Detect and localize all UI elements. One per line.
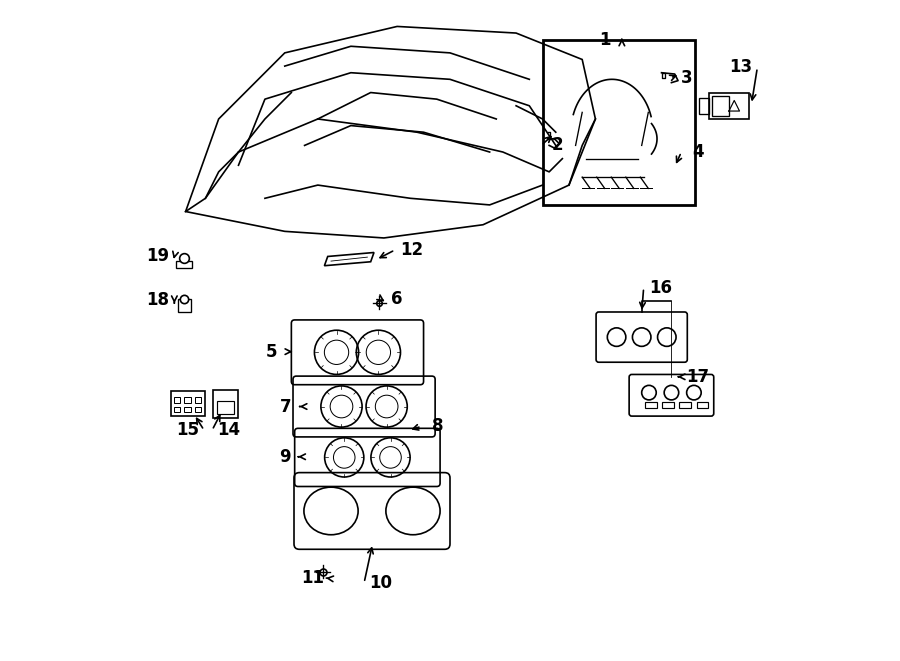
Bar xyxy=(195,407,202,412)
Text: 18: 18 xyxy=(147,291,169,309)
Bar xyxy=(713,96,729,116)
Text: 19: 19 xyxy=(147,247,169,266)
Text: 4: 4 xyxy=(692,143,704,161)
Bar xyxy=(195,397,202,403)
Text: 7: 7 xyxy=(280,397,292,416)
Bar xyxy=(213,390,238,418)
Text: 2: 2 xyxy=(552,136,563,155)
Text: 9: 9 xyxy=(279,447,291,466)
Bar xyxy=(174,397,180,403)
Bar xyxy=(662,402,674,408)
Text: 1: 1 xyxy=(599,30,611,49)
Bar xyxy=(217,401,234,414)
Bar xyxy=(543,40,695,205)
Bar xyxy=(699,98,709,114)
Text: 5: 5 xyxy=(266,342,277,361)
Bar xyxy=(184,407,191,412)
Bar xyxy=(177,299,191,312)
Bar xyxy=(680,402,691,408)
Text: 17: 17 xyxy=(687,368,709,386)
Bar xyxy=(174,407,180,412)
Text: 14: 14 xyxy=(217,421,240,440)
Text: 16: 16 xyxy=(649,278,671,297)
Bar xyxy=(645,402,657,408)
Text: 10: 10 xyxy=(369,574,392,592)
Text: 12: 12 xyxy=(400,241,423,259)
Bar xyxy=(709,93,749,119)
Text: 15: 15 xyxy=(176,421,199,440)
Text: 6: 6 xyxy=(392,290,403,308)
Text: 8: 8 xyxy=(432,417,444,436)
Bar xyxy=(176,261,193,268)
Text: 13: 13 xyxy=(729,58,752,77)
Bar xyxy=(184,397,191,403)
Bar xyxy=(171,391,205,416)
Text: 11: 11 xyxy=(301,569,324,588)
Text: 3: 3 xyxy=(680,69,692,87)
Bar xyxy=(697,402,708,408)
